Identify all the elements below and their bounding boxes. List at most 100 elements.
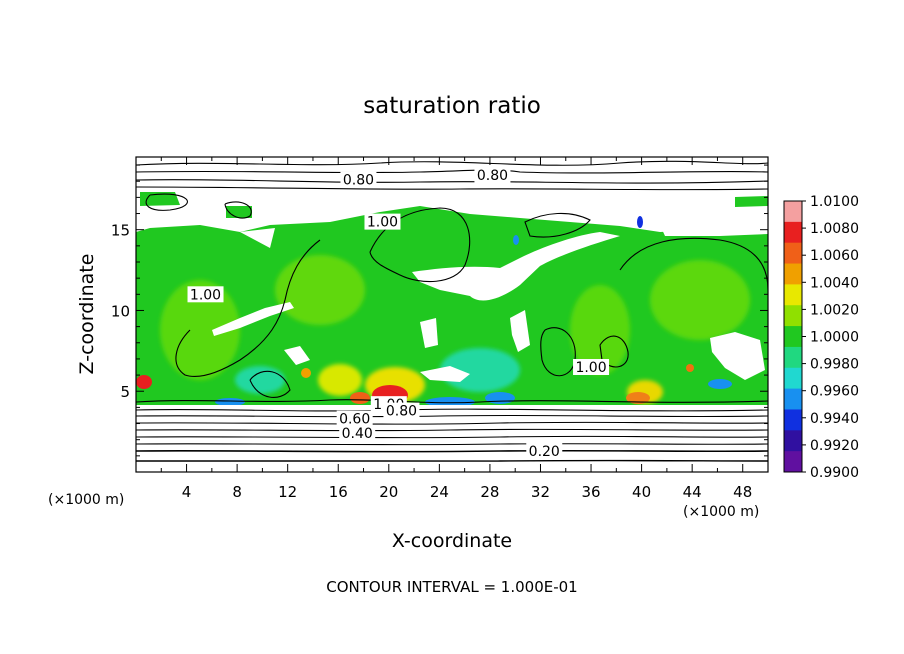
contour-labels: 0.800.801.001.001.001.000.800.600.400.20 <box>187 166 610 460</box>
contour-label-bg <box>336 410 373 427</box>
contour-label-bg <box>339 425 376 442</box>
x-tick-label: 24 <box>430 483 449 501</box>
colorbar-label: 1.0080 <box>810 221 859 237</box>
region-subsaturated <box>212 302 294 336</box>
region-cyanish <box>235 366 285 394</box>
colorbar-label: 0.9940 <box>810 411 859 427</box>
x-tick-label: 28 <box>480 483 499 501</box>
patch-blue <box>425 397 475 407</box>
x-tick-label: 40 <box>632 483 651 501</box>
hotspot-orange <box>350 392 370 404</box>
x-axis: 4 8 12 16 20 24 28 32 36 40 44 48 <box>160 157 752 501</box>
y-tick-label: 15 <box>111 222 130 240</box>
heatmap-field: 0.800.801.001.001.001.000.800.600.400.20 <box>136 157 768 472</box>
hotspot-orange <box>626 392 650 404</box>
patch-blue <box>215 398 245 406</box>
y-axis-label: Z-coordinate <box>76 254 98 375</box>
colorbar-label: 1.0040 <box>810 275 859 291</box>
contour-label: 0.80 <box>477 168 508 184</box>
colorbar-label: 1.0020 <box>810 302 859 318</box>
region-subsaturated <box>420 318 438 348</box>
colorbar-label: 1.0060 <box>810 248 859 264</box>
contour-label: 1.00 <box>190 287 221 303</box>
x-tick-label: 12 <box>278 483 297 501</box>
contour-label: 0.20 <box>529 444 560 460</box>
colorbar-swatch <box>784 284 802 306</box>
contour-label: 0.80 <box>386 404 417 420</box>
x-axis-label: X-coordinate <box>392 530 512 552</box>
colorbar-label: 1.0000 <box>810 330 859 346</box>
contour-label: 0.80 <box>343 173 374 189</box>
colorbar-swatch <box>784 409 802 431</box>
patch-blue <box>708 379 732 389</box>
hotspot-orange <box>686 364 694 372</box>
colorbar-swatch <box>784 201 802 223</box>
region-subsaturated <box>660 225 768 236</box>
colorbar-swatch <box>784 346 802 369</box>
contour-interval-note: CONTOUR INTERVAL = 1.000E-01 <box>326 578 577 596</box>
region-yellowgreen <box>650 260 750 340</box>
region-subsaturated <box>240 228 275 248</box>
patch-blue <box>513 235 519 245</box>
colorbar-swatch <box>784 430 802 452</box>
region-upper-patch <box>226 206 252 218</box>
contour-label-bg <box>364 213 401 230</box>
x-axis-unit: (×1000 m) <box>683 504 759 520</box>
colorbar-swatch <box>784 221 802 244</box>
x-tick-label: 8 <box>232 483 242 501</box>
contour-label-bg <box>340 171 377 188</box>
y-tick-label: 5 <box>120 383 130 401</box>
x-tick-label: 20 <box>379 483 398 501</box>
region-yellowgreen <box>275 255 365 325</box>
colorbar-label: 0.9980 <box>810 357 859 373</box>
contour-lines <box>136 160 768 462</box>
chart-title: saturation ratio <box>363 93 541 119</box>
contour-label: 0.40 <box>342 426 373 442</box>
contour-label-bg <box>526 443 563 459</box>
contour-label-bg <box>474 166 511 183</box>
contour-label-bg <box>187 286 224 303</box>
y-tick-label: 10 <box>111 302 130 320</box>
colorbar-swatch <box>784 388 802 410</box>
colorbar: 1.0100 1.0080 1.0060 1.0040 1.0020 1.0000 0.99… <box>783 194 859 481</box>
colorbar-swatch <box>784 451 802 473</box>
hotspot-red <box>136 375 152 389</box>
x-tick-label: 32 <box>531 483 550 501</box>
contour-label: 1.00 <box>367 215 398 231</box>
region-subsaturated <box>284 346 310 365</box>
region-upper-patch <box>735 196 768 207</box>
hotspot-orange <box>301 368 311 378</box>
colorbar-label: 0.9900 <box>810 465 859 481</box>
patch-blue <box>637 216 643 228</box>
region-subsaturated <box>420 366 470 382</box>
contour-label: 0.60 <box>339 412 370 428</box>
x-tick-label: 48 <box>733 483 752 501</box>
colorbar-swatch <box>784 305 802 327</box>
region-yellow <box>318 364 362 396</box>
x-tick-label: 4 <box>182 483 192 501</box>
colorbar-label: 0.9960 <box>810 384 859 400</box>
region-subsaturated <box>412 232 620 301</box>
colorbar-swatch <box>784 326 802 348</box>
colorbar-label: 0.9920 <box>810 438 859 454</box>
colorbar-label: 1.0100 <box>810 194 859 210</box>
colorbar-swatch <box>784 242 802 265</box>
x-tick-label: 36 <box>581 483 600 501</box>
plot-frame <box>135 156 769 473</box>
y-axis-unit: (×1000 m) <box>48 492 124 508</box>
region-yellowgreen <box>160 280 240 380</box>
region-yellowgreen <box>570 285 630 375</box>
region-lower-layer <box>136 405 768 472</box>
patch-blue <box>485 392 515 404</box>
x-tick-label: 16 <box>329 483 348 501</box>
colorbar-swatch <box>784 263 802 285</box>
contour-label-bg <box>383 402 420 419</box>
colorbar-swatch <box>784 367 802 390</box>
x-tick-label: 44 <box>683 483 702 501</box>
region-subsaturated <box>710 332 765 380</box>
contour-label: 1.00 <box>575 360 606 376</box>
y-axis: 5 10 15 <box>111 164 768 457</box>
region-subsaturated <box>510 310 530 352</box>
contour-label-bg <box>573 359 610 375</box>
